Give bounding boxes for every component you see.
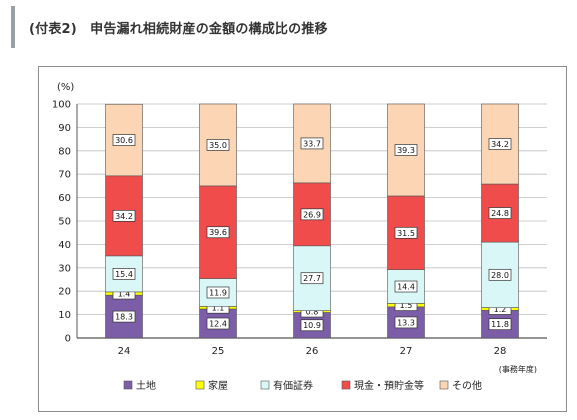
data-label-box — [394, 316, 418, 329]
data-label: 1.5 — [400, 301, 413, 310]
data-label: 10.9 — [303, 321, 321, 330]
data-label: 11.8 — [491, 320, 509, 329]
data-label-box — [300, 208, 324, 221]
y-tick-label: 0 — [65, 334, 71, 345]
data-label-box — [488, 138, 512, 150]
data-label-box — [206, 226, 230, 239]
data-label: 26.9 — [303, 210, 321, 219]
data-label-box — [206, 317, 230, 330]
page-title-bar: (付表2) 申告漏れ相続財産の金額の構成比の推移 — [11, 6, 571, 48]
y-tick-label: 20 — [58, 287, 71, 298]
data-label: 31.5 — [397, 229, 415, 238]
x-axis-unit: (事務年度) — [499, 364, 537, 374]
data-label: 24.8 — [491, 209, 509, 218]
data-label: 28.0 — [491, 271, 509, 280]
x-tick-label: 26 — [306, 346, 319, 357]
y-tick-label: 30 — [58, 263, 71, 274]
data-label-box — [394, 144, 418, 156]
data-label: 11.9 — [209, 288, 227, 297]
y-tick-label: 60 — [58, 193, 71, 204]
y-axis-unit: (%) — [57, 82, 74, 93]
legend-label: 有価証券 — [273, 379, 313, 392]
legend-label: 家屋 — [208, 379, 228, 392]
bars: 18.3 1.4 15.4 34.2 30.6 12.4 1.1 11.9 39.6 35.0 10… — [105, 103, 519, 339]
data-label-box — [488, 318, 512, 331]
data-label-box — [112, 134, 136, 146]
data-label: 12.4 — [209, 319, 227, 328]
data-label-box — [206, 139, 230, 151]
legend-swatch — [341, 380, 351, 390]
data-label: 18.3 — [115, 313, 133, 322]
data-label: 27.7 — [303, 274, 321, 283]
data-label-box — [394, 280, 418, 293]
data-label: 33.7 — [303, 139, 321, 148]
data-label-box — [112, 310, 136, 323]
data-label-box — [300, 319, 324, 332]
data-label: 14.4 — [397, 283, 415, 292]
legend-swatch — [260, 380, 270, 390]
x-tick-label: 27 — [400, 346, 413, 357]
data-label: 1.2 — [494, 305, 507, 314]
data-label: 39.6 — [209, 228, 227, 237]
data-label-box — [206, 286, 230, 299]
x-tick-label: 24 — [118, 346, 131, 357]
legend-label: 現金・預貯金等 — [354, 379, 424, 392]
data-label: 1.4 — [118, 290, 131, 299]
data-label-box — [300, 272, 324, 285]
data-label: 15.4 — [115, 270, 133, 279]
y-tick-label: 80 — [58, 146, 71, 157]
data-label-box — [394, 226, 418, 239]
y-axis-ticks: 0 10 20 30 40 50 60 70 80 90 100 — [52, 100, 71, 345]
bar-segment — [481, 310, 519, 339]
x-axis-ticks: 24 25 26 27 28 — [118, 346, 507, 357]
data-label-box — [112, 210, 136, 222]
y-tick-label: 40 — [58, 240, 71, 251]
legend-swatch — [195, 380, 205, 390]
x-tick-label: 25 — [212, 346, 225, 357]
data-label: 13.3 — [397, 318, 415, 327]
bar-segment — [199, 308, 237, 339]
data-label-box — [488, 207, 512, 219]
y-tick-label: 90 — [58, 123, 71, 134]
data-label-box — [112, 268, 136, 280]
y-tick-label: 70 — [58, 170, 71, 181]
x-tick-label: 28 — [494, 346, 507, 357]
data-label: 0.8 — [306, 308, 319, 317]
data-label-box — [488, 268, 512, 281]
legend-label: 土地 — [136, 379, 156, 392]
data-label: 34.2 — [491, 140, 509, 149]
data-label: 1.1 — [212, 304, 225, 313]
legend-swatch — [123, 380, 133, 390]
data-label: 39.3 — [397, 146, 415, 155]
y-tick-label: 50 — [58, 217, 71, 228]
page-title: (付表2) 申告漏れ相続財産の金額の構成比の推移 — [29, 21, 328, 37]
y-tick-label: 100 — [52, 100, 71, 111]
legend-label: その他 — [452, 379, 482, 392]
data-label: 34.2 — [115, 212, 133, 221]
data-label: 30.6 — [115, 136, 133, 145]
legend: 土地 家屋 有価証券 現金・預貯金等 その他 — [123, 379, 482, 392]
data-label-box — [300, 137, 324, 150]
data-label: 35.0 — [209, 141, 227, 150]
y-tick-label: 10 — [58, 310, 71, 321]
legend-swatch — [439, 380, 449, 390]
